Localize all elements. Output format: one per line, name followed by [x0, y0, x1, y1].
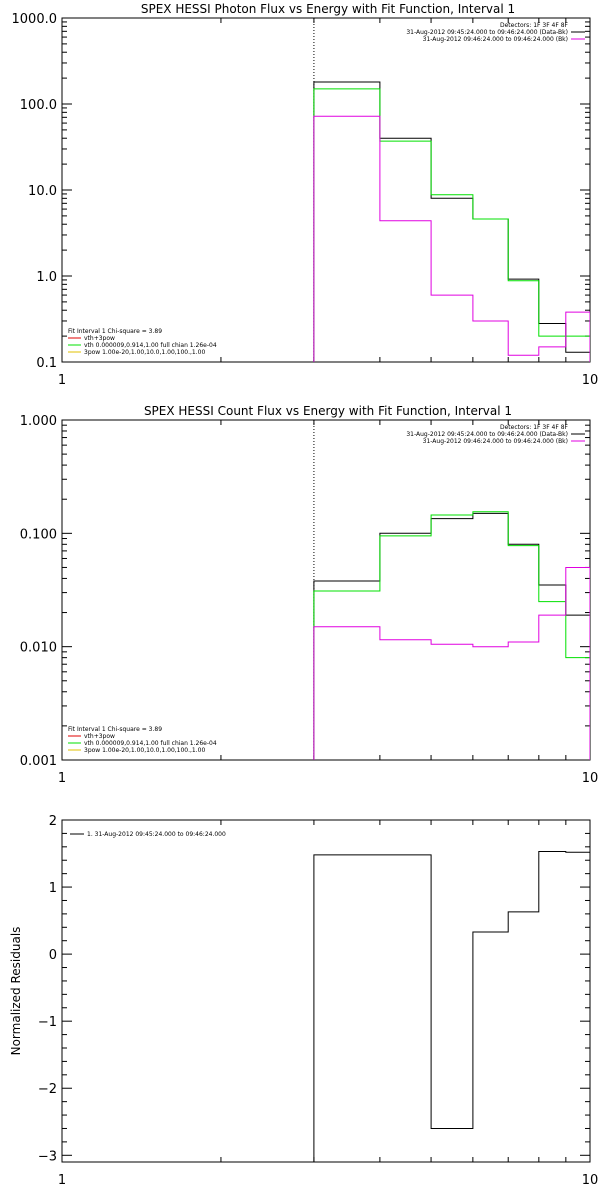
series-line-3	[313, 567, 590, 760]
y-tick-label: 1000.0	[12, 12, 58, 27]
y-tick-label: 0.010	[20, 641, 57, 656]
chart-title: SPEX HESSI Photon Flux vs Energy with Fi…	[141, 2, 515, 16]
x-tick-label: 1	[58, 771, 66, 786]
y-tick-label: 2	[49, 814, 57, 829]
y-tick-label: 1.0	[36, 270, 57, 285]
x-axis-ticks	[61, 18, 591, 362]
legend-entry: Detectors: 1F 3F 4F 8F	[500, 424, 569, 431]
y-tick-label: 0.1	[36, 356, 57, 371]
y-tick-label: 0.100	[20, 527, 57, 542]
series-line-2	[313, 88, 590, 362]
y-tick-label: 1.000	[20, 414, 57, 429]
y-axis-ticks	[62, 17, 590, 363]
legend-entry: vth 0.000009,0.914,1.00 full chian 1.26e…	[84, 740, 217, 747]
series-line-3	[313, 115, 590, 362]
x-tick-label: 10	[582, 373, 599, 388]
x-axis-ticks	[61, 420, 591, 760]
legend-entry: 31-Aug-2012 09:45:24.000 to 09:46:24.000…	[406, 431, 568, 438]
series-group	[313, 511, 590, 760]
legend-entry: 3pow 1.00e-20,1.00,10.0,1.00,100.,1.00	[84, 747, 205, 754]
series-line-1	[313, 851, 590, 1162]
x-tick-label: 1	[58, 1173, 66, 1188]
y-tick-label: 10.0	[28, 184, 57, 199]
plot-frame	[61, 819, 591, 1163]
series-group	[313, 81, 590, 362]
y-axis-ticks	[62, 419, 590, 761]
y-tick-label: −1	[38, 1015, 57, 1030]
x-axis-ticks	[61, 820, 591, 1162]
legend-bottom-left: Fit Interval 1 Chi-square = 3.89vth+3pow…	[68, 726, 217, 754]
legend-entry: vth 0.000009,0.914,1.00 full chian 1.26e…	[84, 342, 217, 349]
y-tick-label: 100.0	[20, 98, 57, 113]
chart-panel-1: SPEX HESSI Photon Flux vs Energy with Fi…	[12, 2, 599, 388]
legend-entry: Fit Interval 1 Chi-square = 3.89	[68, 328, 162, 335]
series-line-2	[313, 511, 590, 760]
chart-title: SPEX HESSI Count Flux vs Energy with Fit…	[144, 404, 512, 418]
plot-frame	[61, 419, 591, 761]
y-axis-ticks	[62, 819, 590, 1156]
series-line-1	[313, 512, 590, 760]
legend-entry: 1. 31-Aug-2012 09:45:24.000 to 09:46:24.…	[87, 831, 226, 838]
legend-entry: Fit Interval 1 Chi-square = 3.89	[68, 726, 162, 733]
plot-frame	[61, 17, 591, 363]
series-group	[313, 851, 590, 1162]
chart-panel-3: 1 10 −3 −2 −1 0 1 2 Normalized Residuals 1. 31-Au…	[9, 814, 598, 1188]
legend-entry: vth+3pow	[84, 733, 115, 740]
legend-entry: 3pow 1.00e-20,1.00,10.0,1.00,100.,1.00	[84, 349, 205, 356]
x-tick-label: 1	[58, 373, 66, 388]
legend-top-left: 1. 31-Aug-2012 09:45:24.000 to 09:46:24.…	[70, 831, 226, 838]
y-tick-label: −3	[38, 1149, 57, 1164]
y-tick-label: 0	[49, 948, 57, 963]
y-tick-label: 0.001	[20, 754, 57, 769]
y-tick-label: 1	[49, 881, 57, 896]
legend-bottom-left: Fit Interval 1 Chi-square = 3.89vth+3pow…	[68, 328, 217, 356]
chart-panel-2: SPEX HESSI Count Flux vs Energy with Fit…	[20, 404, 598, 786]
series-line-1	[313, 81, 590, 362]
legend-entry: 31-Aug-2012 09:45:24.000 to 09:46:24.000…	[406, 29, 568, 36]
y-tick-label: −2	[38, 1082, 57, 1097]
legend-entry: vth+3pow	[84, 335, 115, 342]
x-tick-label: 10	[582, 1173, 599, 1188]
legend-entry: Detectors: 1F 3F 4F 8F	[500, 22, 569, 29]
y-axis-label: Normalized Residuals	[9, 927, 23, 1056]
legend-entry: 31-Aug-2012 09:46:24.000 to 09:46:24.000…	[423, 438, 568, 445]
x-tick-label: 10	[582, 771, 599, 786]
legend-entry: 31-Aug-2012 09:46:24.000 to 09:46:24.000…	[423, 36, 568, 43]
